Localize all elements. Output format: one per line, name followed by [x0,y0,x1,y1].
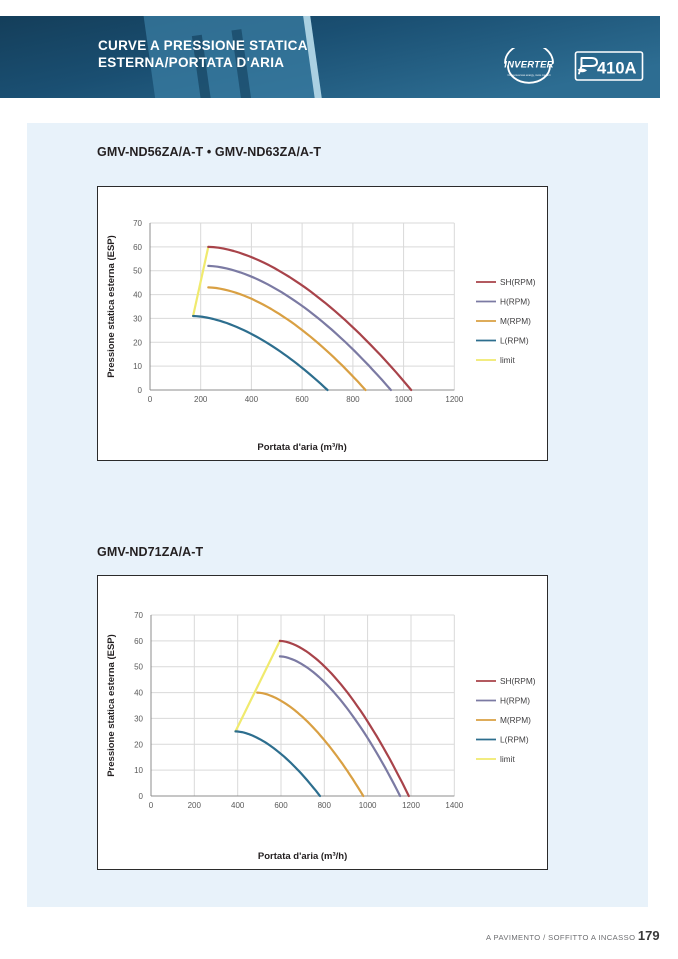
svg-text:10: 10 [133,362,142,371]
svg-text:0: 0 [149,801,154,810]
svg-text:40: 40 [133,291,142,300]
svg-text:60: 60 [134,637,143,646]
svg-text:L(RPM): L(RPM) [500,336,529,346]
svg-text:70: 70 [133,219,142,228]
svg-text:1200: 1200 [402,801,420,810]
svg-text:20: 20 [133,338,142,347]
svg-text:410A: 410A [597,60,637,78]
svg-text:50: 50 [133,267,142,276]
svg-text:600: 600 [274,801,288,810]
svg-text:400: 400 [231,801,245,810]
svg-text:SH(RPM): SH(RPM) [500,277,536,287]
svg-text:0: 0 [139,792,144,801]
svg-text:1000: 1000 [395,395,413,404]
svg-text:800: 800 [346,395,360,404]
svg-text:M(RPM): M(RPM) [500,316,531,326]
svg-text:Pressione statica esterna (ESP: Pressione statica esterna (ESP) [106,235,117,378]
svg-text:1000: 1000 [359,801,377,810]
svg-text:limit: limit [500,754,515,764]
svg-text:0: 0 [148,395,153,404]
svg-text:200: 200 [188,801,202,810]
svg-text:SH(RPM): SH(RPM) [500,676,536,686]
svg-text:Consumes less energy, more com: Consumes less energy, more comfort [508,73,551,77]
svg-text:20: 20 [134,740,143,749]
svg-text:L(RPM): L(RPM) [500,735,529,745]
svg-text:Portata d'aria (m³/h): Portata d'aria (m³/h) [258,851,347,862]
svg-text:30: 30 [133,314,142,323]
svg-text:10: 10 [134,766,143,775]
svg-text:400: 400 [245,395,259,404]
svg-text:50: 50 [134,663,143,672]
svg-text:Pressione statica esterna (ESP: Pressione statica esterna (ESP) [106,634,117,777]
svg-text:limit: limit [500,355,515,365]
svg-text:600: 600 [295,395,309,404]
svg-text:0: 0 [138,386,143,395]
svg-text:60: 60 [133,243,142,252]
svg-text:70: 70 [134,611,143,620]
svg-text:1200: 1200 [445,395,463,404]
svg-text:INVERTER: INVERTER [504,60,553,71]
svg-text:30: 30 [134,714,143,723]
svg-text:H(RPM): H(RPM) [500,297,530,307]
svg-text:1400: 1400 [445,801,463,810]
svg-text:200: 200 [194,395,208,404]
svg-text:800: 800 [318,801,332,810]
svg-text:H(RPM): H(RPM) [500,696,530,706]
svg-text:M(RPM): M(RPM) [500,715,531,725]
svg-text:Portata d'aria (m³/h): Portata d'aria (m³/h) [257,442,346,453]
svg-text:40: 40 [134,689,143,698]
